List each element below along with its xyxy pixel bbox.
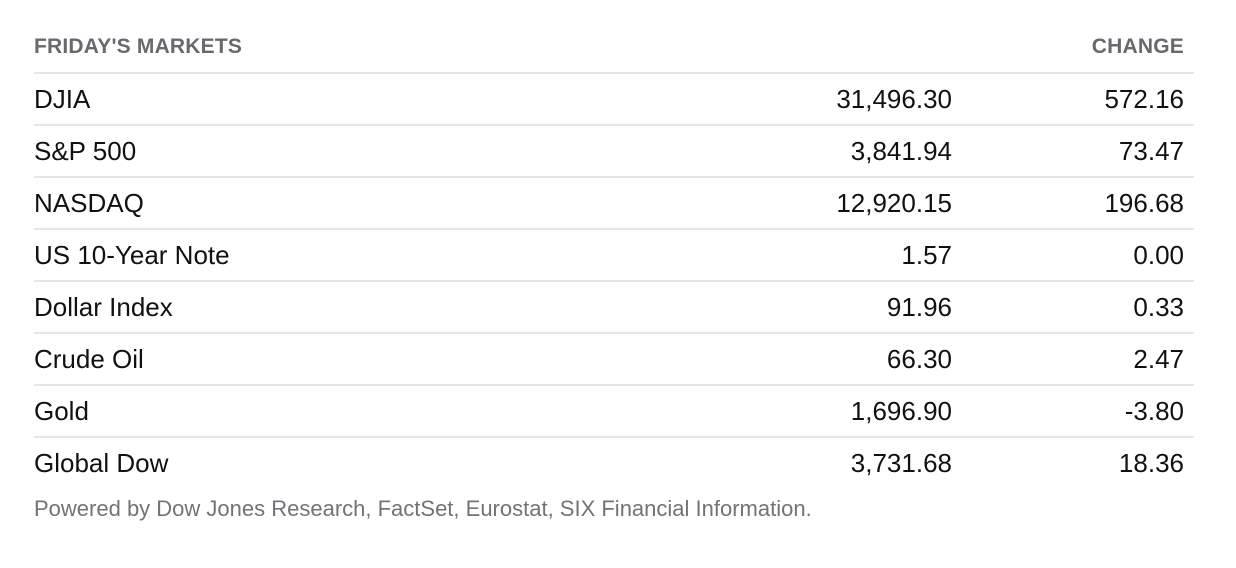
market-row-crude-oil: Crude Oil 66.30 2.47 (34, 333, 1194, 386)
market-name: Dollar Index (34, 281, 654, 334)
market-row-dollar-index: Dollar Index 91.96 0.33 (34, 281, 1194, 334)
market-name: US 10-Year Note (34, 229, 654, 282)
market-name: Global Dow (34, 447, 169, 478)
source-note: Powered by Dow Jones Research, FactSet, … (34, 496, 812, 521)
market-value: 1,696.90 (654, 385, 952, 438)
market-row-djia: DJIA 31,496.30 572.16 (34, 73, 1194, 126)
market-change: 18.36 (1118, 447, 1184, 478)
market-value: 31,496.30 (654, 73, 952, 126)
market-value: 12,920.15 (654, 177, 952, 230)
market-change: 2.47 (952, 333, 1194, 386)
market-change: -3.80 (952, 385, 1194, 438)
market-name: Gold (34, 385, 654, 438)
markets-header-row: FRIDAY'S MARKETS CHANGE (34, 22, 1194, 74)
market-value: 91.96 (654, 281, 952, 334)
market-row-gold: Gold 1,696.90 -3.80 (34, 385, 1194, 438)
market-name: NASDAQ (34, 177, 654, 230)
market-change: 572.16 (952, 73, 1194, 126)
value-column-header (654, 22, 952, 74)
market-row-nasdaq: NASDAQ 12,920.15 196.68 (34, 177, 1194, 230)
market-name: Crude Oil (34, 333, 654, 386)
market-name: DJIA (34, 73, 654, 126)
market-value: 1.57 (654, 229, 952, 282)
market-change: 0.00 (952, 229, 1194, 282)
markets-title: FRIDAY'S MARKETS (34, 22, 654, 74)
market-row-global-dow: Global Dow 3,731.68 18.36 (34, 437, 1194, 488)
market-row-sp500: S&P 500 3,841.94 73.47 (34, 125, 1194, 178)
market-value: 3,731.68 (850, 447, 952, 478)
markets-table: FRIDAY'S MARKETS CHANGE DJIA 31,496.30 5… (34, 22, 1194, 488)
market-row-us-10-year-note: US 10-Year Note 1.57 0.00 (34, 229, 1194, 282)
market-name: S&P 500 (34, 125, 654, 178)
markets-widget: FRIDAY'S MARKETS CHANGE DJIA 31,496.30 5… (34, 22, 1194, 522)
market-value: 3,841.94 (654, 125, 952, 178)
market-change: 73.47 (952, 125, 1194, 178)
market-value: 66.30 (654, 333, 952, 386)
market-change: 196.68 (952, 177, 1194, 230)
change-column-header: CHANGE (952, 22, 1194, 74)
market-change: 0.33 (952, 281, 1194, 334)
